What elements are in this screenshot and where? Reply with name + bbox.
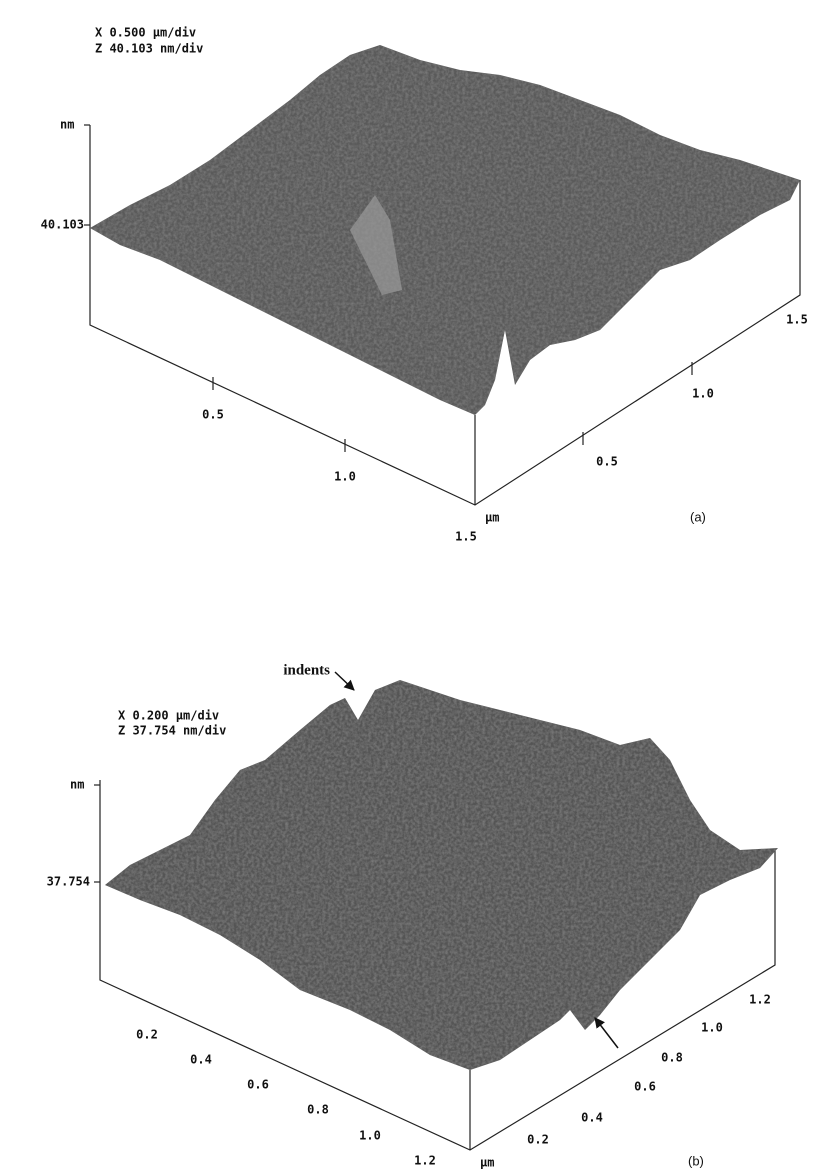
scale-x: X 0.200 µm/div bbox=[118, 709, 219, 723]
y-tick-label: 1.2 bbox=[749, 993, 771, 1007]
annotation: indents bbox=[283, 662, 330, 678]
panel-a: X 0.500 µm/div Z 40.103 nm/div nm 40.103… bbox=[41, 26, 808, 544]
x-tick-label: 1.0 bbox=[334, 470, 356, 484]
x-tick-label: 0.4 bbox=[190, 1053, 212, 1067]
z-unit: nm bbox=[70, 778, 84, 792]
y-tick-label: 0.2 bbox=[527, 1133, 549, 1147]
arrow bbox=[595, 1018, 618, 1048]
x-tick-label: 1.5 bbox=[455, 530, 477, 544]
y-tick-label: 1.5 bbox=[786, 313, 808, 327]
y-tick-label: 0.8 bbox=[661, 1051, 683, 1065]
z-tick-label: 37.754 bbox=[47, 875, 90, 889]
scale-x: X 0.500 µm/div bbox=[95, 26, 196, 40]
scale-z: Z 40.103 nm/div bbox=[95, 42, 203, 56]
xy-unit: µm bbox=[480, 1156, 494, 1170]
arrow bbox=[335, 672, 354, 690]
x-tick-label: 0.5 bbox=[202, 408, 224, 422]
figure: X 0.500 µm/div Z 40.103 nm/div nm 40.103… bbox=[0, 0, 814, 1170]
x-tick-label: 0.6 bbox=[247, 1078, 269, 1092]
panel-b: X 0.200 µm/div Z 37.754 nm/div nm 37.754… bbox=[47, 662, 778, 1169]
x-tick-label: 1.2 bbox=[414, 1154, 436, 1168]
x-tick-label: 0.8 bbox=[307, 1103, 329, 1117]
y-tick-label: 0.4 bbox=[581, 1111, 603, 1125]
y-tick-label: 1.0 bbox=[701, 1021, 723, 1035]
surface bbox=[90, 45, 800, 415]
x-tick-label: 1.0 bbox=[359, 1129, 381, 1143]
y-tick-label: 0.6 bbox=[634, 1080, 656, 1094]
z-tick-label: 40.103 bbox=[41, 218, 84, 232]
y-tick-label: 0.5 bbox=[596, 455, 618, 469]
scale-z: Z 37.754 nm/div bbox=[118, 724, 226, 738]
surface bbox=[105, 680, 778, 1070]
xy-unit: µm bbox=[485, 511, 499, 525]
z-unit: nm bbox=[60, 118, 74, 132]
panel-label: (a) bbox=[690, 509, 706, 524]
panel-label: (b) bbox=[688, 1153, 704, 1168]
y-tick-label: 1.0 bbox=[692, 387, 714, 401]
x-tick-label: 0.2 bbox=[136, 1028, 158, 1042]
